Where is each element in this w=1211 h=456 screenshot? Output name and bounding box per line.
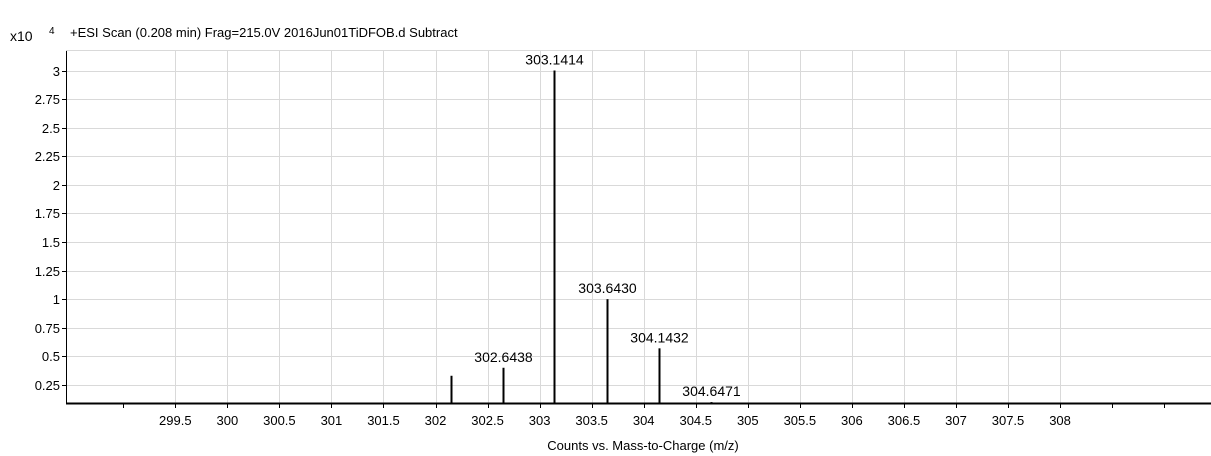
x-tick-label: 304.5 <box>679 413 712 428</box>
x-axis-label: Counts vs. Mass-to-Charge (m/z) <box>547 438 738 453</box>
peak-label: 303.1414 <box>525 52 584 68</box>
x-tick-label: 304 <box>633 413 655 428</box>
x-tick-label: 300 <box>216 413 238 428</box>
peak-label: 302.6438 <box>474 349 533 365</box>
x-tick-label: 302.5 <box>471 413 504 428</box>
y-tick-label: 0.25 <box>35 378 60 393</box>
y-axis: 0.25 0.5 0.75 1 1.25 1.5 1.75 2 2.25 2.5 2.75 3 <box>35 64 66 393</box>
peak-label: 304.6471 <box>682 383 741 399</box>
y-tick-label: 2.75 <box>35 92 60 107</box>
y-tick-label: 2 <box>53 178 60 193</box>
peak-label: 304.1432 <box>630 329 689 345</box>
x-tick-label: 305 <box>737 413 759 428</box>
peaks: 302.6438 303.1414 303.6430 304.1432 304.6471 <box>450 52 758 405</box>
x-tick-label: 300.5 <box>263 413 296 428</box>
x-tick-label: 303 <box>529 413 551 428</box>
x-tick-label: 303.5 <box>575 413 608 428</box>
y-tick-label: 0.5 <box>42 349 60 364</box>
y-tick-label: 1.25 <box>35 264 60 279</box>
x-tick-label: 307.5 <box>992 413 1025 428</box>
x-tick-label: 307 <box>945 413 967 428</box>
y-tick-label: 2.5 <box>42 121 60 136</box>
x-tick-label: 299.5 <box>159 413 192 428</box>
x-tick-label: 305.5 <box>784 413 817 428</box>
x-tick-label: 306.5 <box>888 413 921 428</box>
y-multiplier-base: x10 <box>10 28 33 44</box>
y-tick-label: 0.75 <box>35 321 60 336</box>
peak-label: 303.6430 <box>578 280 637 296</box>
x-tick-label: 306 <box>841 413 863 428</box>
chart-title: +ESI Scan (0.208 min) Frag=215.0V 2016Ju… <box>70 25 458 40</box>
grid-lines <box>66 50 1211 403</box>
x-tick-label: 302 <box>425 413 447 428</box>
x-tick-label: 308 <box>1049 413 1071 428</box>
x-axis: 299.5 300 300.5 301 301.5 302 302.5 303 303.5 304… <box>66 402 1211 428</box>
x-tick-label: 301 <box>321 413 343 428</box>
y-multiplier-exponent: 4 <box>49 26 55 37</box>
y-tick-label: 2.25 <box>35 149 60 164</box>
y-tick-label: 1.75 <box>35 206 60 221</box>
y-tick-label: 3 <box>53 64 60 79</box>
y-tick-label: 1 <box>53 292 60 307</box>
x-tick-label: 301.5 <box>367 413 400 428</box>
y-tick-label: 1.5 <box>42 235 60 250</box>
